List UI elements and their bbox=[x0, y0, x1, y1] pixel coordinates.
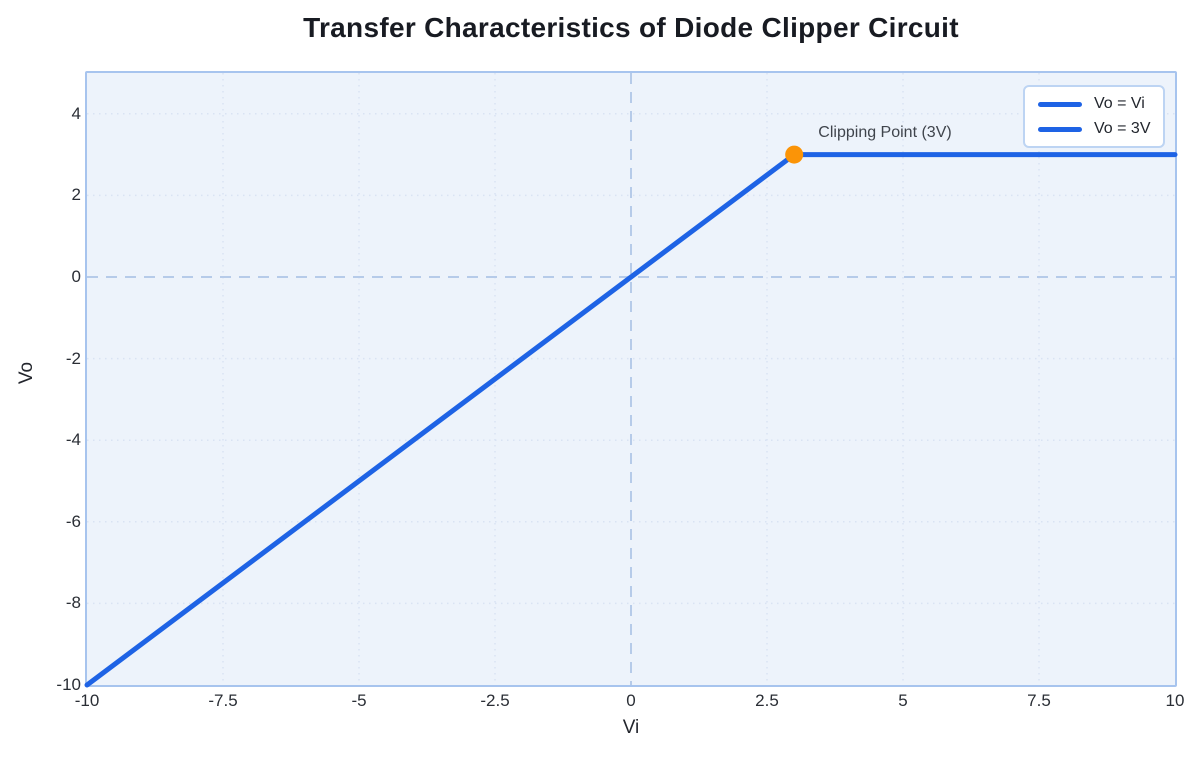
y-tick-label-4: 4 bbox=[71, 103, 81, 123]
x-axis-label: Vi bbox=[622, 717, 640, 738]
y-tick-label--6: -6 bbox=[65, 511, 81, 531]
x-tick-label--5: -5 bbox=[351, 691, 367, 710]
x-tick-label-5: 5 bbox=[898, 691, 908, 710]
plot-area bbox=[84, 70, 1177, 687]
legend: Vo = Vi Vo = 3V bbox=[1023, 85, 1165, 148]
y-axis-label: Vo bbox=[16, 361, 37, 385]
legend-line-swatch bbox=[1038, 126, 1082, 132]
clipping-point-marker bbox=[784, 145, 803, 164]
x-tick-label--7.5: -7.5 bbox=[208, 691, 238, 710]
x-tick-label-2.5: 2.5 bbox=[755, 691, 779, 710]
series-line-0 bbox=[84, 151, 797, 687]
y-tick-label--2: -2 bbox=[65, 348, 81, 368]
x-tick-label--10: -10 bbox=[74, 691, 100, 710]
chart-title: Transfer Characteristics of Diode Clippe… bbox=[303, 12, 959, 43]
x-tick-label-10: 10 bbox=[1165, 691, 1185, 710]
legend-line-swatch bbox=[1038, 101, 1082, 107]
x-tick-label-0: 0 bbox=[626, 691, 636, 710]
y-tick-label--8: -8 bbox=[65, 593, 81, 613]
plot-canvas bbox=[84, 72, 1177, 687]
legend-item-label: Vo = 3V bbox=[1094, 120, 1151, 137]
x-tick-label-7.5: 7.5 bbox=[1027, 691, 1051, 710]
legend-item-label: Vo = Vi bbox=[1094, 95, 1145, 112]
y-tick-label-0: 0 bbox=[71, 267, 81, 286]
y-tick-label--10: -10 bbox=[56, 675, 81, 694]
clipping-point-annotation: Clipping Point (3V) bbox=[818, 124, 952, 141]
x-tick-label--2.5: -2.5 bbox=[480, 691, 510, 710]
legend-item-vo-3v: Vo = 3V bbox=[1038, 120, 1155, 138]
y-tick-label--4: -4 bbox=[65, 430, 81, 450]
y-tick-label-2: 2 bbox=[71, 185, 81, 205]
legend-item-vo-vi: Vo = Vi bbox=[1038, 95, 1155, 113]
